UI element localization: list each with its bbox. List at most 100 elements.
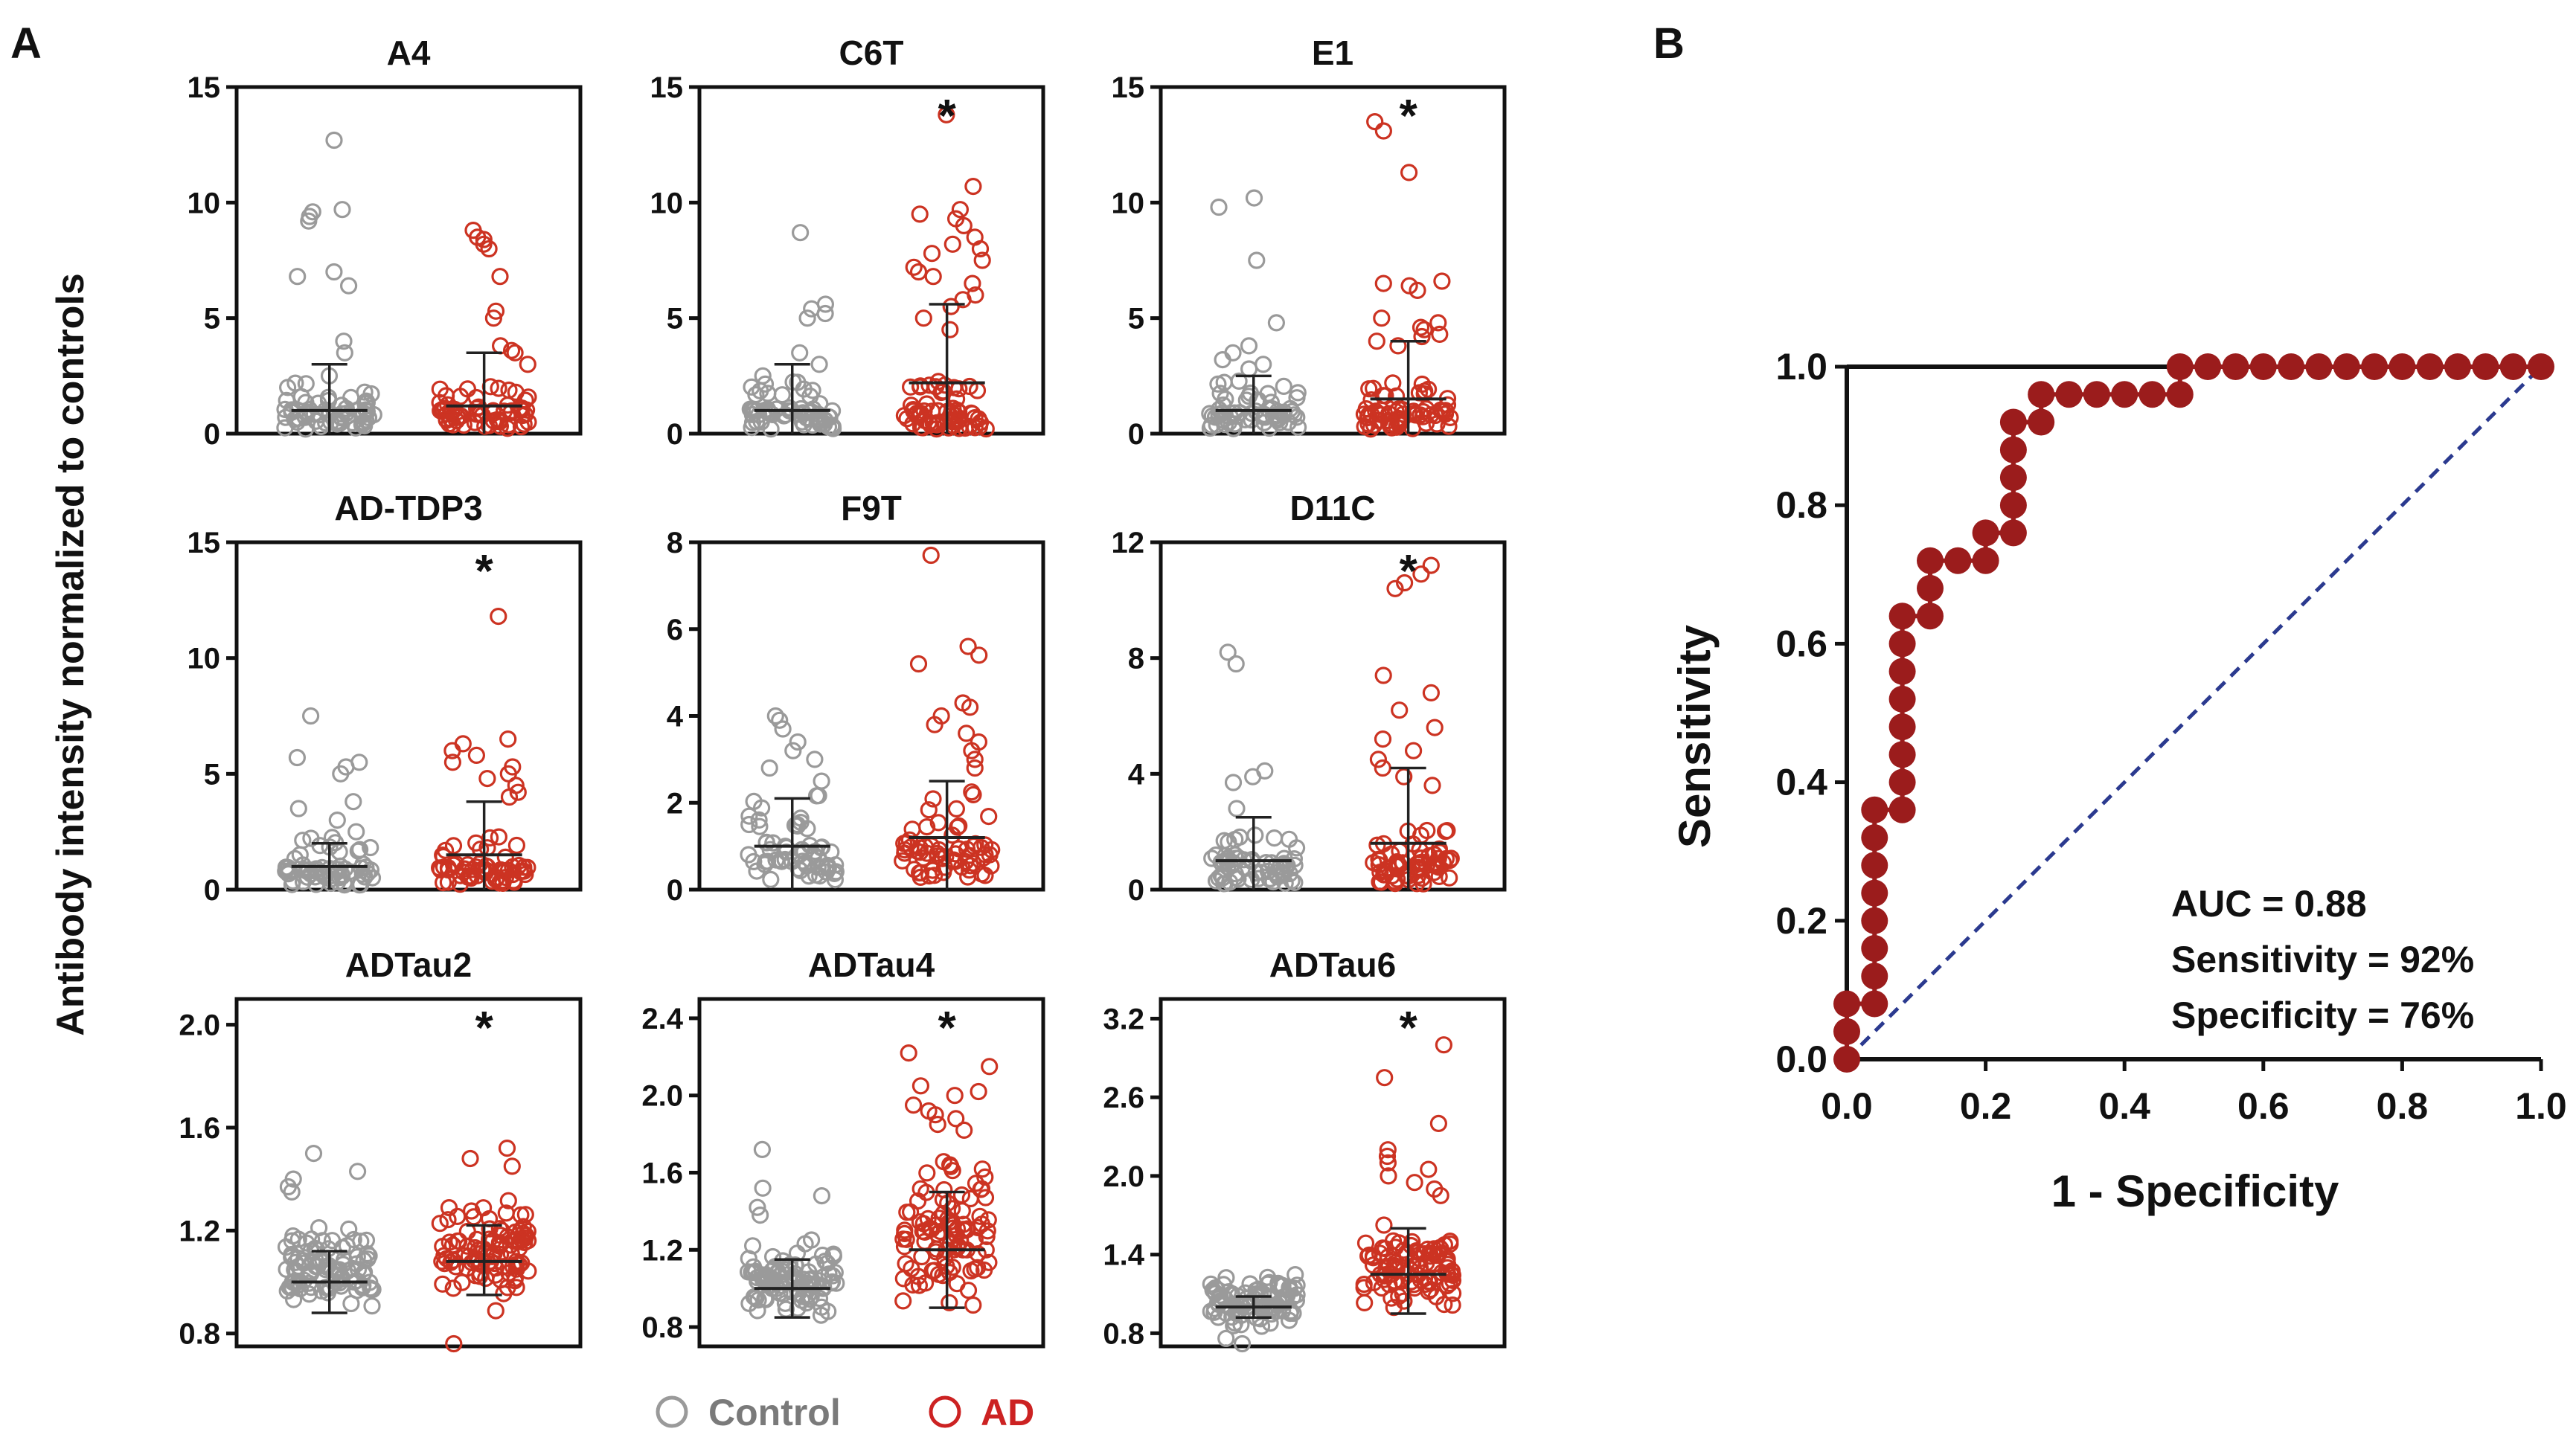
roc-point [1999,492,2027,519]
control-error-bar [754,797,830,890]
data-point [924,268,942,286]
data-point [959,1282,978,1299]
data-point [434,1275,452,1293]
data-point [895,1238,914,1256]
roc-point [1972,519,1999,547]
subplot-title: ADTau4 [808,945,935,984]
data-point [909,655,928,673]
roc-point [2444,353,2471,380]
roc-sensitivity-annotation: Sensitivity = 92% [2171,939,2474,980]
roc-point [1917,603,1944,630]
ad-points [894,1044,999,1314]
data-point [749,1291,767,1309]
data-point [824,420,842,437]
roc-point [1888,630,1916,658]
data-point [493,872,512,890]
data-point [357,1231,376,1250]
data-point [910,1276,929,1294]
data-point [766,707,784,725]
data-point [949,840,968,858]
data-point [484,309,503,327]
data-point [935,858,954,876]
subplot-e1: E1 0 5 10 15 * [1112,33,1507,451]
control-error-bar [291,841,368,890]
data-point [499,730,517,748]
data-point [754,1179,772,1197]
data-point [334,1256,352,1273]
data-point [1389,337,1407,355]
data-point [1412,318,1430,336]
control-error-bar [754,363,830,434]
data-point [1276,874,1294,892]
data-point [519,356,536,373]
y-tick-label: 3.2 [1103,1003,1144,1035]
y-tick-label: 2.4 [641,1003,683,1035]
roc-point [1917,574,1944,602]
control-points [739,1140,845,1324]
data-point [752,799,771,817]
data-point [763,1247,782,1266]
data-point [349,1163,367,1180]
data-point [510,1256,528,1274]
data-point [325,263,343,281]
ad-points [1355,113,1459,438]
roc-point [2472,353,2499,380]
data-point [951,201,970,219]
data-point [922,546,940,565]
data-point [1371,1244,1389,1262]
data-point [344,414,362,432]
data-point [1248,251,1266,269]
data-point [914,309,932,327]
ad-error-bar [446,351,522,434]
y-tick-label: 1.2 [641,1234,683,1267]
data-point [356,383,374,401]
subplot-title: AD-TDP3 [334,489,482,527]
data-point [333,201,351,219]
plot-frame [1159,85,1507,436]
data-point [452,388,470,405]
data-point [1289,384,1307,402]
significance-star: * [1400,546,1418,597]
data-point [1224,774,1243,791]
y-tick-label: 2 [667,787,683,820]
data-point [342,1294,360,1313]
roc-point [2028,408,2055,436]
data-point [941,1294,958,1311]
roc-point [1833,1046,1860,1073]
y-tick-label: 2.0 [1103,1160,1144,1193]
data-point [961,1189,979,1208]
data-point [809,858,827,876]
data-point [1389,400,1408,418]
data-point [328,811,346,829]
roc-point [2166,381,2194,408]
data-point [812,839,830,857]
data-point [911,1077,930,1095]
ad-error-bar [1370,339,1446,434]
y-tick-label: 2.0 [641,1080,683,1113]
data-point [347,823,365,841]
data-point [460,1247,478,1265]
y-tick-label: 5 [204,758,220,791]
roc-y-tick-label: 0.8 [1775,484,1827,526]
data-point [905,258,923,276]
data-point [440,1198,458,1217]
data-point [1366,113,1384,131]
data-point [1384,374,1402,392]
roc-xlabel: 1 - Specificity [2051,1166,2339,1216]
data-point [431,393,449,411]
data-point [490,379,507,397]
ad-points [1365,556,1460,893]
data-point [435,847,452,866]
data-point [813,772,830,790]
data-point [751,1206,769,1224]
data-point [335,332,353,350]
y-tick-label: 5 [204,303,220,335]
data-point [330,868,348,886]
roc-y-tick-label: 0.4 [1775,762,1827,803]
subplot-title: ADTau2 [345,945,472,984]
data-point [1246,826,1264,844]
data-point [307,860,325,878]
data-point [818,856,836,874]
data-point [943,235,961,253]
data-point [1368,836,1386,854]
